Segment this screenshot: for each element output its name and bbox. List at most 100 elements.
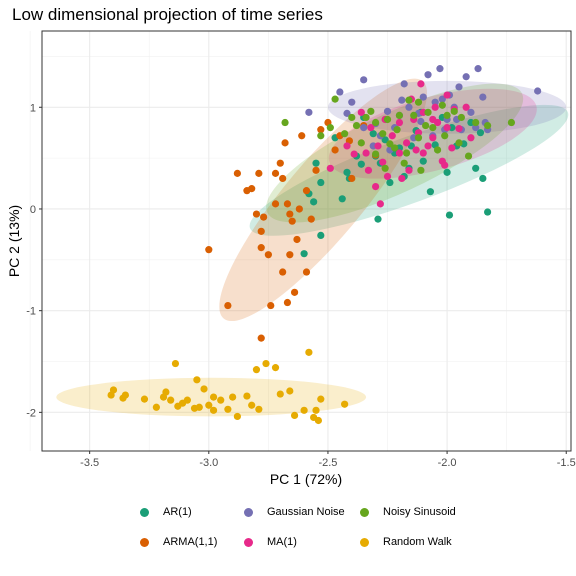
legend-item-ar-1-: AR(1) bbox=[140, 506, 192, 518]
legend-label: Noisy Sinusoid bbox=[383, 506, 456, 518]
legend-swatch bbox=[360, 537, 369, 547]
point-noisy-sinusoid bbox=[438, 101, 446, 109]
y-tick-label: -2 bbox=[26, 407, 36, 419]
point-arma-1-1- bbox=[255, 169, 263, 177]
point-arma-1-1- bbox=[279, 174, 287, 183]
point-arma-1-1- bbox=[257, 227, 265, 235]
point-noisy-sinusoid bbox=[405, 96, 413, 104]
point-gaussian-noise bbox=[360, 124, 368, 132]
point-ma-1- bbox=[374, 142, 382, 150]
point-noisy-sinusoid bbox=[483, 121, 492, 130]
axes: -3.5 -3.0 -2.5 -2.0 -1.5 -2 -1 0 1 bbox=[26, 102, 575, 469]
point-ar-1- bbox=[310, 198, 318, 206]
point-random-walk bbox=[300, 406, 308, 414]
point-noisy-sinusoid bbox=[433, 146, 442, 154]
grid-lines bbox=[29, 31, 571, 451]
point-noisy-sinusoid bbox=[441, 132, 449, 140]
point-arma-1-1- bbox=[276, 159, 284, 167]
point-noisy-sinusoid bbox=[464, 152, 473, 160]
point-noisy-sinusoid bbox=[395, 111, 404, 120]
point-random-walk bbox=[209, 406, 218, 414]
point-gaussian-noise bbox=[431, 98, 439, 106]
point-ma-1- bbox=[379, 158, 387, 166]
legend-swatch bbox=[244, 507, 253, 517]
point-gaussian-noise bbox=[383, 107, 392, 115]
point-random-walk bbox=[205, 401, 213, 409]
point-noisy-sinusoid bbox=[372, 150, 380, 158]
point-noisy-sinusoid bbox=[414, 134, 423, 142]
point-ma-1- bbox=[372, 182, 380, 191]
point-noisy-sinusoid bbox=[455, 139, 463, 147]
point-ar-1- bbox=[419, 157, 427, 165]
y-tick-label: -1 bbox=[26, 306, 36, 318]
point-ma-1- bbox=[343, 142, 351, 150]
point-noisy-sinusoid bbox=[429, 124, 437, 132]
point-arma-1-1- bbox=[298, 132, 306, 140]
point-arma-1-1- bbox=[252, 210, 261, 218]
point-ar-1- bbox=[343, 168, 351, 176]
point-arma-1-1- bbox=[302, 187, 311, 195]
legend-swatch bbox=[140, 507, 149, 517]
point-ma-1- bbox=[367, 124, 375, 132]
chart-title: Low dimensional projection of time serie… bbox=[12, 5, 323, 24]
point-ar-1- bbox=[445, 211, 454, 219]
point-random-walk bbox=[286, 387, 294, 395]
point-gaussian-noise bbox=[479, 93, 487, 101]
point-arma-1-1- bbox=[290, 288, 299, 296]
point-arma-1-1- bbox=[286, 251, 294, 259]
point-ma-1- bbox=[398, 174, 406, 183]
point-gaussian-noise bbox=[472, 124, 480, 132]
point-noisy-sinusoid bbox=[400, 159, 408, 167]
point-ma-1- bbox=[424, 142, 432, 150]
point-ma-1- bbox=[362, 149, 370, 157]
legend-item-gaussian-noise: Gaussian Noise bbox=[244, 506, 345, 518]
point-ma-1- bbox=[455, 125, 463, 133]
point-gaussian-noise bbox=[305, 108, 313, 116]
legend-label: Random Walk bbox=[383, 536, 452, 548]
point-gaussian-noise bbox=[360, 76, 368, 84]
legend-item-noisy-sinusoid: Noisy Sinusoid bbox=[360, 506, 456, 518]
point-arma-1-1- bbox=[260, 213, 268, 221]
point-ar-1- bbox=[472, 164, 480, 172]
legend-label: Gaussian Noise bbox=[267, 506, 345, 518]
point-gaussian-noise bbox=[438, 95, 446, 103]
point-gaussian-noise bbox=[534, 87, 542, 95]
point-gaussian-noise bbox=[417, 117, 425, 126]
x-tick-label: -1.5 bbox=[557, 457, 576, 469]
point-noisy-sinusoid bbox=[391, 144, 399, 152]
point-ma-1- bbox=[350, 150, 358, 158]
point-ma-1- bbox=[431, 103, 439, 111]
point-ma-1- bbox=[326, 164, 334, 172]
point-ma-1- bbox=[414, 129, 423, 137]
point-noisy-sinusoid bbox=[348, 113, 356, 122]
point-random-walk bbox=[314, 416, 323, 425]
point-ma-1- bbox=[357, 108, 365, 116]
point-noisy-sinusoid bbox=[317, 132, 325, 140]
legend-item-ma-1-: MA(1) bbox=[244, 536, 297, 548]
x-tick-label: -3.0 bbox=[199, 457, 218, 469]
y-tick-label: 1 bbox=[30, 102, 36, 114]
point-random-walk bbox=[152, 403, 160, 411]
point-ma-1- bbox=[441, 161, 449, 169]
point-random-walk bbox=[171, 359, 180, 368]
point-random-walk bbox=[290, 411, 299, 420]
point-random-walk bbox=[109, 386, 118, 394]
point-noisy-sinusoid bbox=[386, 140, 394, 148]
point-random-walk bbox=[121, 391, 130, 399]
point-arma-1-1- bbox=[283, 200, 292, 208]
point-ar-1- bbox=[338, 195, 346, 203]
point-noisy-sinusoid bbox=[341, 130, 349, 138]
point-ma-1- bbox=[417, 80, 425, 88]
point-arma-1-1- bbox=[224, 301, 232, 310]
point-random-walk bbox=[183, 396, 191, 404]
point-random-walk bbox=[193, 376, 201, 384]
point-noisy-sinusoid bbox=[472, 118, 480, 127]
point-noisy-sinusoid bbox=[424, 108, 432, 116]
point-arma-1-1- bbox=[257, 244, 265, 252]
point-gaussian-noise bbox=[462, 73, 470, 81]
point-random-walk bbox=[255, 405, 263, 413]
point-random-walk bbox=[209, 393, 218, 401]
point-arma-1-1- bbox=[288, 217, 296, 225]
point-ar-1- bbox=[374, 215, 382, 223]
